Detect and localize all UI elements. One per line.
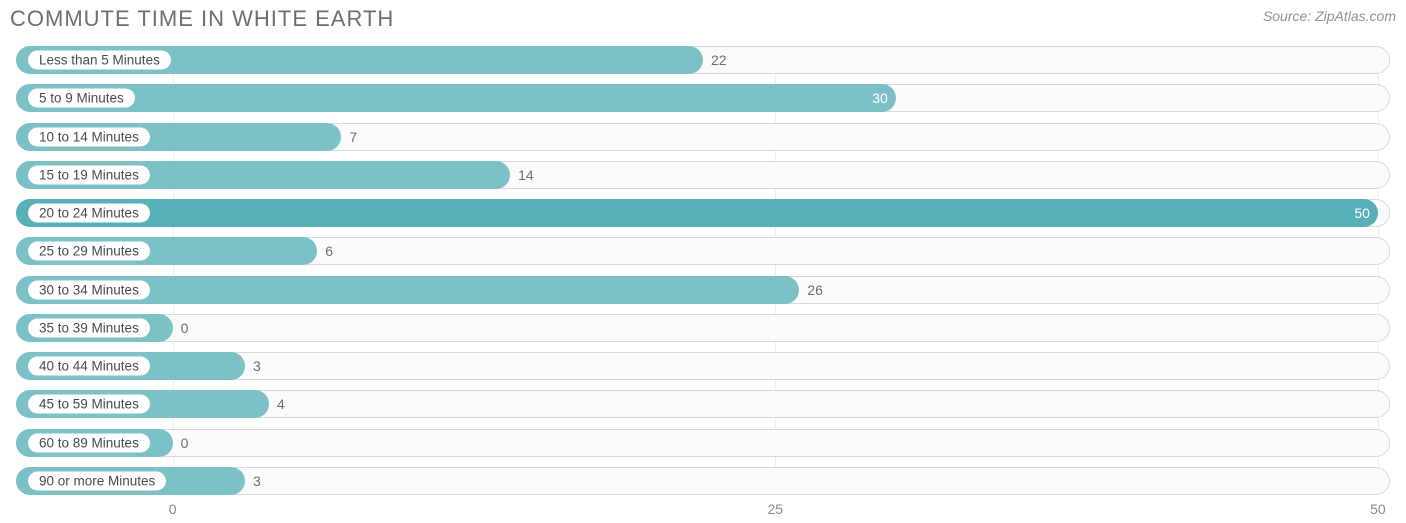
chart-title: COMMUTE TIME IN WHITE EARTH [10,6,394,32]
bar-label-pill: 10 to 14 Minutes [28,127,150,146]
bar-row: 40 to 44 Minutes 3 [16,352,1390,380]
bar-value: 0 [181,435,189,451]
bar-value: 7 [349,129,357,145]
bar-value: 26 [807,282,823,298]
bar-row: 30 to 34 Minutes 26 [16,276,1390,304]
bar-row: 60 to 89 Minutes 0 [16,429,1390,457]
bar-label-pill: 15 to 19 Minutes [28,165,150,184]
bar-row: 10 to 14 Minutes 7 [16,123,1390,151]
bar-label-pill: 40 to 44 Minutes [28,357,150,376]
bar-label-pill: 45 to 59 Minutes [28,395,150,414]
axis-tick-label: 0 [169,501,177,517]
bar-track [16,429,1390,457]
chart-area: Less than 5 Minutes225 to 9 Minutes3010 … [16,46,1390,495]
bar-value: 3 [253,473,261,489]
bar-row: 15 to 19 Minutes 14 [16,161,1390,189]
bar-value: 6 [325,243,333,259]
bar-label-pill: 60 to 89 Minutes [28,433,150,452]
bar-row: 20 to 24 Minutes 50 [16,199,1390,227]
axis-tick-label: 50 [1370,501,1386,517]
bar-value: 4 [277,396,285,412]
bar-row: 35 to 39 Minutes 0 [16,314,1390,342]
bar-row: 5 to 9 Minutes 30 [16,84,1390,112]
bar-value: 3 [253,358,261,374]
bar-rows: Less than 5 Minutes225 to 9 Minutes3010 … [16,46,1390,495]
bar-label-pill: 90 or more Minutes [28,471,166,490]
bar [16,199,1378,227]
bar-label-pill: 25 to 29 Minutes [28,242,150,261]
bar-label-pill: 20 to 24 Minutes [28,204,150,223]
source-label: Source: ZipAtlas.com [1263,8,1396,24]
bar-value: 30 [872,90,888,106]
bar-row: 25 to 29 Minutes 6 [16,237,1390,265]
bar-value: 50 [1354,205,1370,221]
axis-tick-label: 25 [767,501,783,517]
bar-row: Less than 5 Minutes 22 [16,46,1390,74]
bar-value: 22 [711,52,727,68]
bar [16,84,896,112]
bar-row: 90 or more Minutes 3 [16,467,1390,495]
bar-label-pill: 5 to 9 Minutes [28,89,135,108]
bar-value: 14 [518,167,534,183]
bar-track [16,314,1390,342]
bar-label-pill: 30 to 34 Minutes [28,280,150,299]
bar-value: 0 [181,320,189,336]
bar-row: 45 to 59 Minutes 4 [16,390,1390,418]
bar-label-pill: Less than 5 Minutes [28,51,171,70]
bar-label-pill: 35 to 39 Minutes [28,318,150,337]
